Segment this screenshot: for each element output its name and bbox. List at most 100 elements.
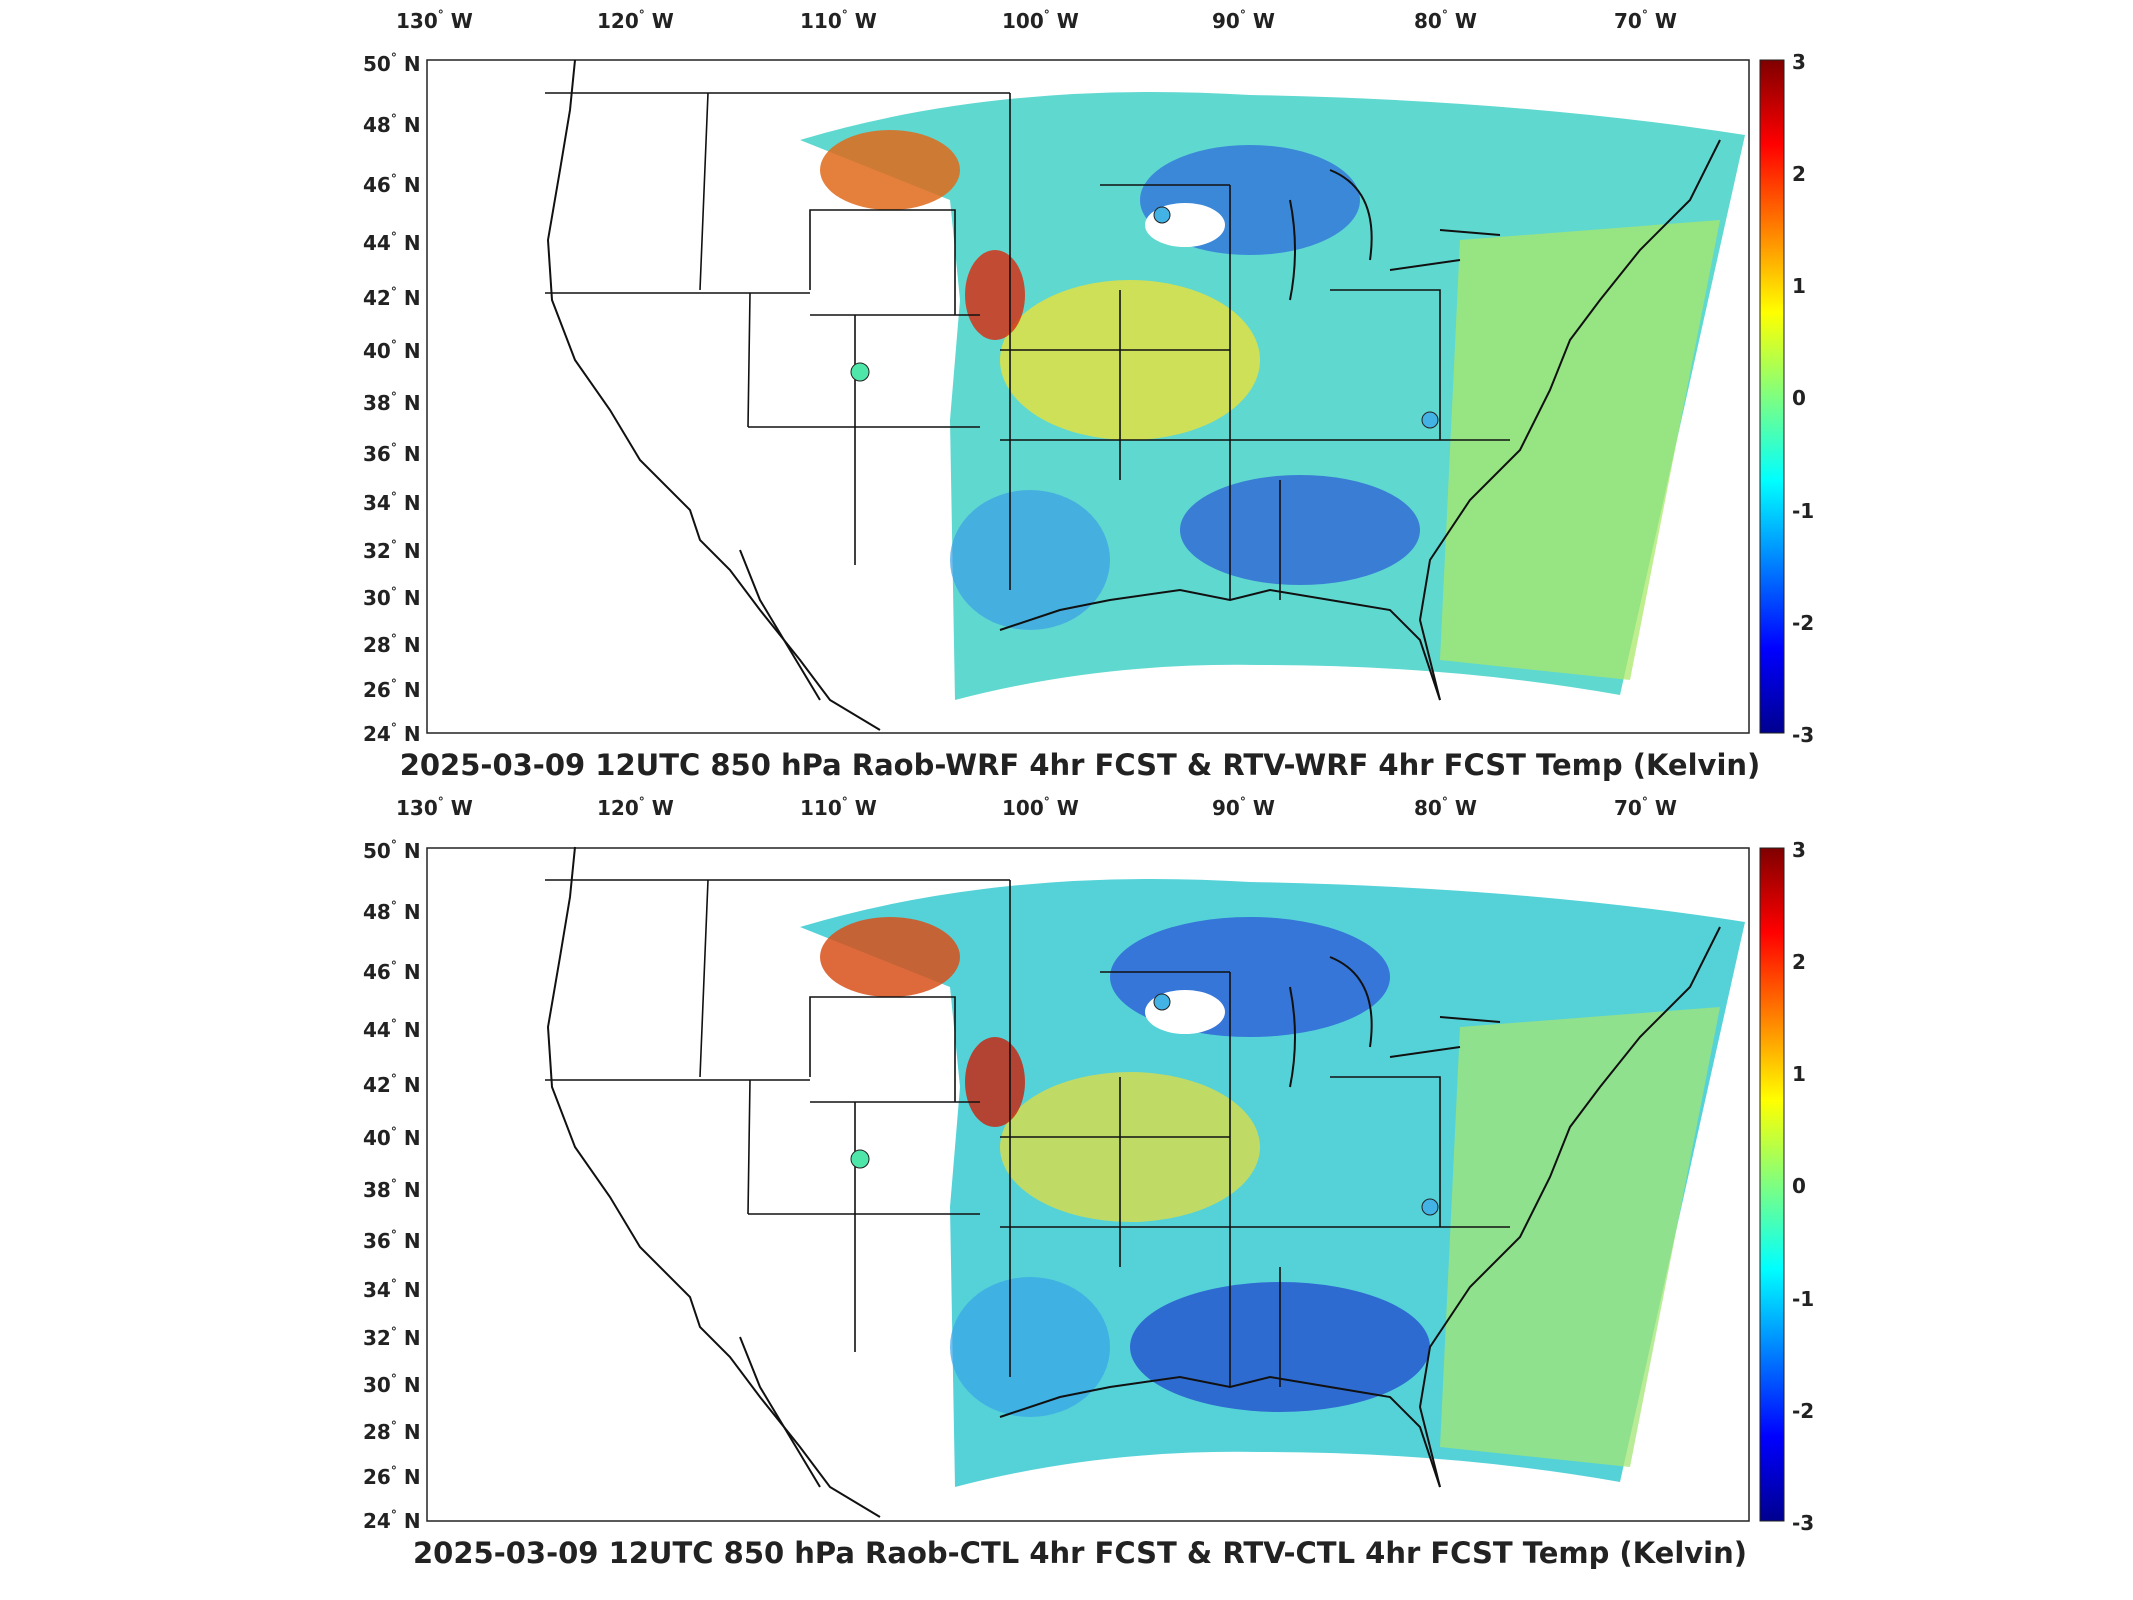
- lat-tick-32: 32° N: [363, 1325, 421, 1350]
- colorbar-tick-neg1: -1: [1792, 1287, 1814, 1311]
- lat-tick-24: 24° N: [363, 721, 421, 746]
- raob-station-marker: [1421, 411, 1439, 429]
- lat-tick-36: 36° N: [363, 1228, 421, 1253]
- lon-tick-110: 110° W: [800, 795, 877, 820]
- raob-stations: [850, 206, 1439, 429]
- raob-station-marker: [1153, 993, 1171, 1011]
- colorbar-tick-neg3: -3: [1792, 723, 1814, 747]
- lat-tick-32: 32° N: [363, 538, 421, 563]
- warm-anomaly-nw: [820, 917, 960, 997]
- atlantic-coastline: [1418, 139, 1721, 701]
- lat-tick-36: 36° N: [363, 441, 421, 466]
- cool-anomaly-south: [1180, 475, 1420, 585]
- lat-tick-50: 50° N: [363, 838, 421, 863]
- lat-tick-30: 30° N: [363, 585, 421, 610]
- lon-tick-labels: 130° W 120° W 110° W 100° W 90° W 80° W …: [396, 795, 1677, 820]
- lon-tick-80: 80° W: [1414, 8, 1477, 33]
- colorbar-tick-neg2: -2: [1792, 611, 1814, 635]
- warm-anomaly-front: [965, 1037, 1025, 1127]
- raob-station-marker: [850, 1149, 870, 1169]
- state-borders: [545, 879, 1510, 1387]
- colorbar-tick-1: 1: [1792, 1062, 1806, 1086]
- lon-tick-120: 120° W: [597, 795, 674, 820]
- great-lakes: [1289, 956, 1501, 1088]
- lat-tick-40: 40° N: [363, 338, 421, 363]
- lat-tick-38: 38° N: [363, 1177, 421, 1202]
- colorbar-tick-2: 2: [1792, 162, 1806, 186]
- lat-tick-40: 40° N: [363, 1125, 421, 1150]
- lon-tick-100: 100° W: [1002, 795, 1079, 820]
- lat-tick-38: 38° N: [363, 390, 421, 415]
- lon-tick-90: 90° W: [1212, 795, 1275, 820]
- colorbar-tick-neg3: -3: [1792, 1511, 1814, 1535]
- lon-tick-130: 130° W: [396, 795, 473, 820]
- colorbar-tick-3: 3: [1792, 50, 1806, 74]
- gulf-coastline: [999, 588, 1441, 701]
- colorbar-gradient: [1759, 59, 1785, 734]
- colorbar-tick-3: 3: [1792, 838, 1806, 862]
- cool-anomaly-texas: [950, 1277, 1110, 1417]
- atlantic-coastline: [1418, 926, 1721, 1488]
- raob-station-marker: [1153, 206, 1171, 224]
- lon-tick-70: 70° W: [1614, 795, 1677, 820]
- lon-tick-70: 70° W: [1614, 8, 1677, 33]
- colorbar-tick-neg2: -2: [1792, 1399, 1814, 1423]
- raob-station-marker: [850, 362, 870, 382]
- map-svg-bottom: 130° W 120° W 110° W 100° W 90° W 80° W …: [363, 795, 1814, 1570]
- lat-tick-46: 46° N: [363, 172, 421, 197]
- warm-anomaly-front: [965, 250, 1025, 340]
- lat-tick-44: 44° N: [363, 1017, 421, 1042]
- lat-tick-50: 50° N: [363, 51, 421, 76]
- map-boundaries: [545, 59, 1721, 731]
- lon-tick-130: 130° W: [396, 8, 473, 33]
- lat-tick-28: 28° N: [363, 632, 421, 657]
- lon-tick-120: 120° W: [597, 8, 674, 33]
- cool-anomaly-texas: [950, 490, 1110, 630]
- great-lakes: [1289, 169, 1501, 301]
- map-svg-top: 130° W 120° W 110° W 100° W 90° W 80° W …: [363, 8, 1814, 782]
- lat-tick-48: 48° N: [363, 899, 421, 924]
- warm-anomaly-nw: [820, 130, 960, 210]
- colorbar: 3 2 1 0 -1 -2 -3: [1759, 50, 1814, 747]
- lat-tick-44: 44° N: [363, 230, 421, 255]
- colorbar-tick-1: 1: [1792, 274, 1806, 298]
- lat-tick-34: 34° N: [363, 1277, 421, 1302]
- warm-anomaly-plains: [1000, 1072, 1260, 1222]
- panel-bottom: 130° W 120° W 110° W 100° W 90° W 80° W …: [0, 787, 2133, 1600]
- state-borders: [545, 92, 1510, 600]
- lat-tick-28: 28° N: [363, 1419, 421, 1444]
- lat-tick-46: 46° N: [363, 959, 421, 984]
- colorbar-gradient: [1759, 847, 1785, 1522]
- colorbar-tick-neg1: -1: [1792, 499, 1814, 523]
- data-swath-east: [1440, 220, 1720, 680]
- colorbar: 3 2 1 0 -1 -2 -3: [1759, 838, 1814, 1535]
- baja-coastline: [739, 549, 821, 701]
- panel-title: 2025-03-09 12UTC 850 hPa Raob-CTL 4hr FC…: [413, 1536, 1747, 1570]
- colorbar-tick-0: 0: [1792, 1174, 1806, 1198]
- lat-tick-labels: 50° N 48° N 46° N 44° N 42° N 40° N 38° …: [363, 51, 421, 746]
- lat-tick-26: 26° N: [363, 1464, 421, 1489]
- colorbar-tick-2: 2: [1792, 950, 1806, 974]
- lat-tick-48: 48° N: [363, 112, 421, 137]
- lat-tick-42: 42° N: [363, 285, 421, 310]
- lon-tick-100: 100° W: [1002, 8, 1079, 33]
- lat-tick-34: 34° N: [363, 490, 421, 515]
- lon-tick-90: 90° W: [1212, 8, 1275, 33]
- lat-tick-26: 26° N: [363, 677, 421, 702]
- lat-tick-42: 42° N: [363, 1072, 421, 1097]
- warm-anomaly-plains: [1000, 280, 1260, 440]
- gulf-coastline: [999, 1375, 1441, 1488]
- panel-title: 2025-03-09 12UTC 850 hPa Raob-WRF 4hr FC…: [400, 748, 1761, 782]
- temperature-difference-field: [800, 879, 1745, 1487]
- data-swath-east: [1440, 1007, 1720, 1467]
- lat-tick-30: 30° N: [363, 1372, 421, 1397]
- lon-tick-80: 80° W: [1414, 795, 1477, 820]
- lon-tick-110: 110° W: [800, 8, 877, 33]
- panel-top: 130° W 120° W 110° W 100° W 90° W 80° W …: [363, 8, 1814, 782]
- lon-tick-labels: 130° W 120° W 110° W 100° W 90° W 80° W …: [396, 8, 1677, 33]
- colorbar-tick-0: 0: [1792, 386, 1806, 410]
- raob-stations: [850, 993, 1439, 1216]
- baja-coastline: [739, 1336, 821, 1488]
- map-boundaries: [545, 846, 1721, 1518]
- lat-tick-24: 24° N: [363, 1508, 421, 1533]
